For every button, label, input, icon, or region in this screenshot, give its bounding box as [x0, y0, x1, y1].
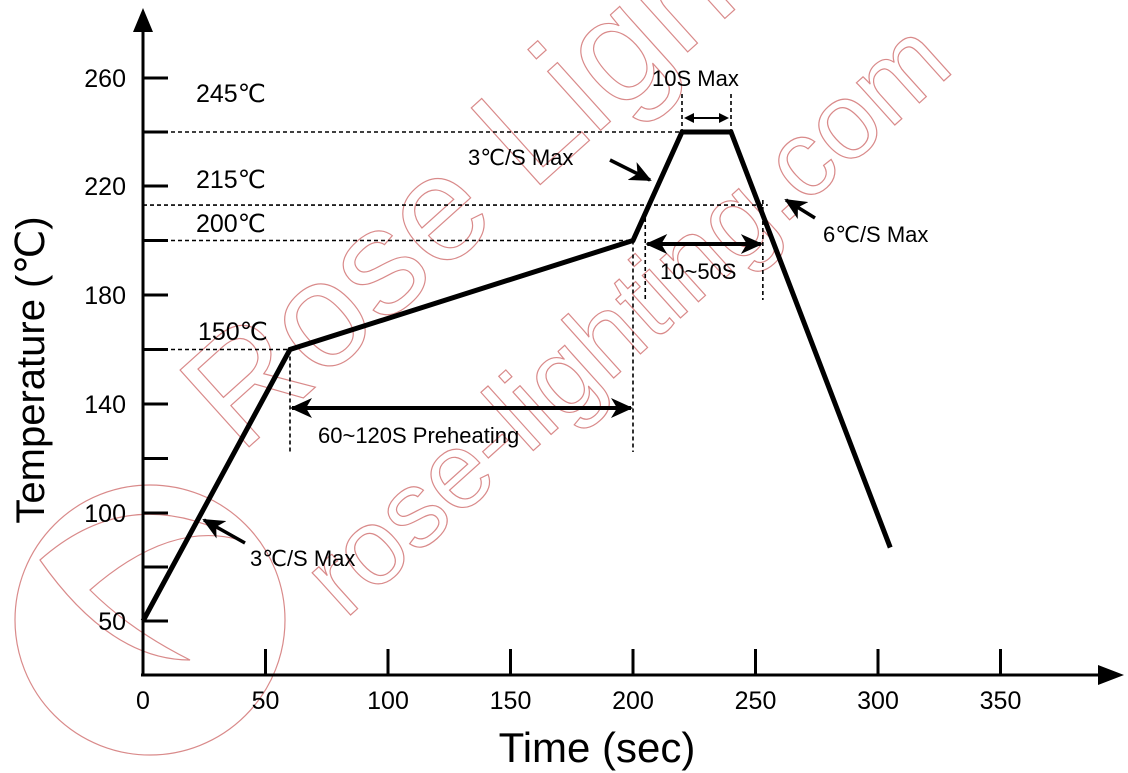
temp-label-245: 245℃: [196, 80, 266, 108]
reference-lines: [143, 131, 768, 351]
y-tick-label: 140: [84, 391, 126, 419]
ramp-up-lower-pointer: [202, 518, 246, 545]
ticks: 0 50 100 150 200 250 300 350 50 100 140 180 220 260: [84, 65, 1021, 715]
watermark: Rose Lighting rose-lighting.com: [14, 0, 972, 756]
x-axis-title: Time (sec): [499, 724, 696, 771]
annotation-reflow-window: 10~50S: [660, 259, 736, 284]
annotation-peak-time: 10S Max: [652, 66, 739, 91]
annotation-preheat: 60~120S Preheating: [318, 423, 519, 448]
x-axis-arrow-icon: [1098, 665, 1124, 685]
temp-label-150: 150℃: [198, 318, 268, 346]
y-tick-label: 50: [98, 608, 126, 636]
x-tick-label: 150: [490, 687, 532, 715]
x-tick-label: 250: [735, 687, 777, 715]
annotation-cool-down: 6℃/S Max: [823, 222, 928, 247]
y-tick-label: 180: [84, 282, 126, 310]
annotation-ramp-up-upper: 3℃/S Max: [468, 145, 573, 170]
temp-label-215: 215℃: [196, 166, 266, 194]
x-tick-label: 0: [136, 687, 150, 715]
y-tick-label: 260: [84, 65, 126, 93]
y-tick-label: 220: [84, 173, 126, 201]
cool-down-pointer: [784, 198, 816, 220]
y-axis-arrow-icon: [133, 8, 153, 32]
y-tick-label: 100: [84, 500, 126, 528]
series: [140, 129, 893, 623]
y-axis-title: Temperature (℃): [9, 216, 53, 523]
x-tick-label: 350: [980, 687, 1022, 715]
ramp-up-upper-pointer: [609, 158, 652, 182]
x-tick-label: 50: [252, 687, 280, 715]
x-tick-label: 300: [857, 687, 899, 715]
temp-label-200: 200℃: [196, 210, 266, 238]
temperature-profile-line: [140, 129, 893, 623]
x-tick-label: 200: [612, 687, 654, 715]
x-tick-label: 100: [367, 687, 409, 715]
watermark-logo: [14, 484, 286, 756]
annotation-ramp-up-lower: 3℃/S Max: [250, 546, 355, 571]
annotation-lines: [202, 94, 816, 545]
